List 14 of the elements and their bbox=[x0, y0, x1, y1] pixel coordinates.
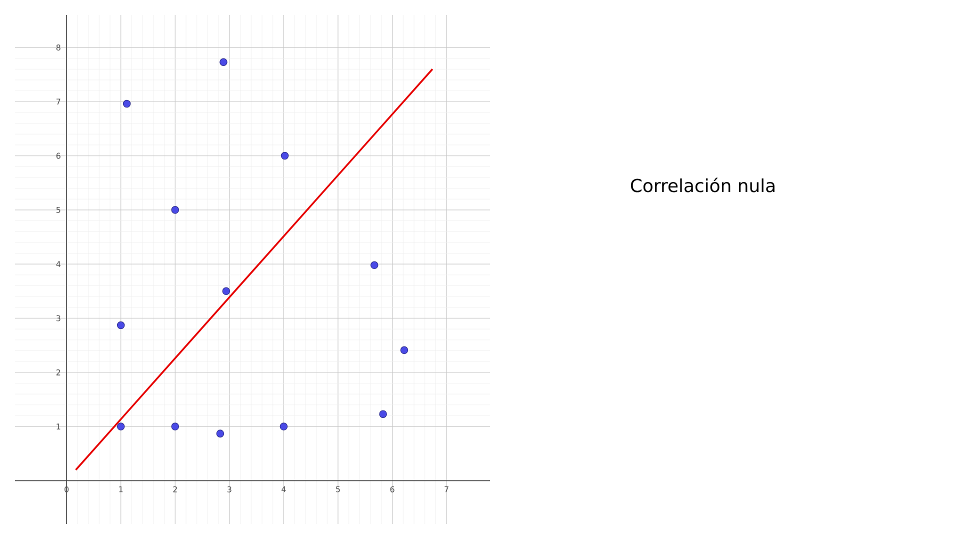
point bbox=[280, 152, 289, 160]
point bbox=[400, 346, 408, 354]
point bbox=[370, 261, 378, 270]
point bbox=[122, 100, 131, 108]
point bbox=[116, 422, 125, 430]
text: Correlación nula bbox=[630, 178, 774, 192]
point bbox=[216, 430, 224, 438]
point bbox=[379, 410, 387, 418]
point bbox=[280, 422, 288, 430]
point bbox=[116, 321, 125, 330]
point bbox=[171, 206, 180, 214]
point bbox=[220, 58, 228, 66]
point bbox=[171, 422, 180, 430]
point bbox=[222, 287, 230, 296]
